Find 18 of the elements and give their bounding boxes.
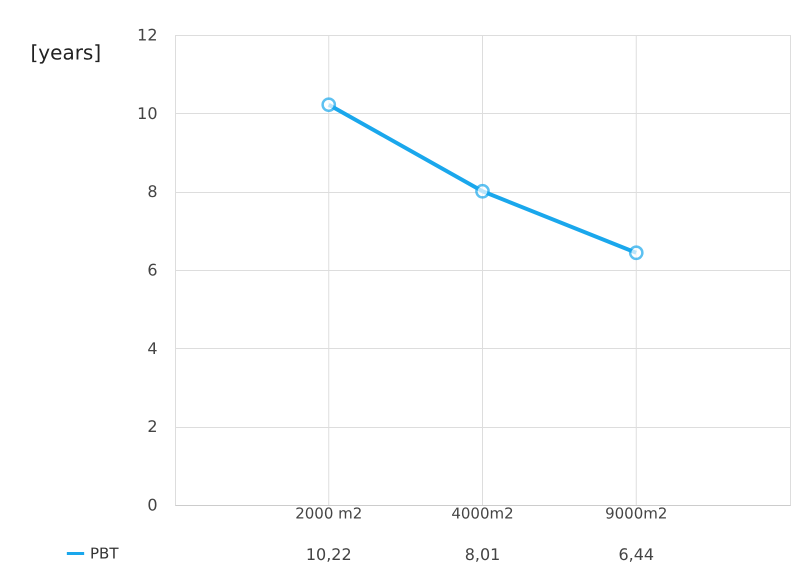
point xyxy=(475,184,490,199)
y-tick-label: 2 xyxy=(147,417,158,436)
point xyxy=(321,97,336,112)
y-tick-label: 10 xyxy=(137,104,158,123)
y-tick-label: 0 xyxy=(147,496,158,514)
x-tick-label: 9000m2 xyxy=(605,504,668,522)
y-tick-label: 8 xyxy=(147,182,158,202)
y-tick-label: 4 xyxy=(147,338,158,358)
point xyxy=(628,245,644,260)
y-tick-label: 12 xyxy=(137,26,158,44)
data-label: 8,01 xyxy=(464,545,500,564)
y-tick-label: 6 xyxy=(147,260,158,280)
x-tick-label: 2000 m2 xyxy=(295,504,362,522)
legend-label: PBT xyxy=(90,544,120,562)
data-label: 6,44 xyxy=(618,545,654,564)
x-tick-label: 4000m2 xyxy=(451,504,514,522)
data-label: 10,22 xyxy=(306,545,352,564)
y-axis-title: [years] xyxy=(30,40,102,64)
